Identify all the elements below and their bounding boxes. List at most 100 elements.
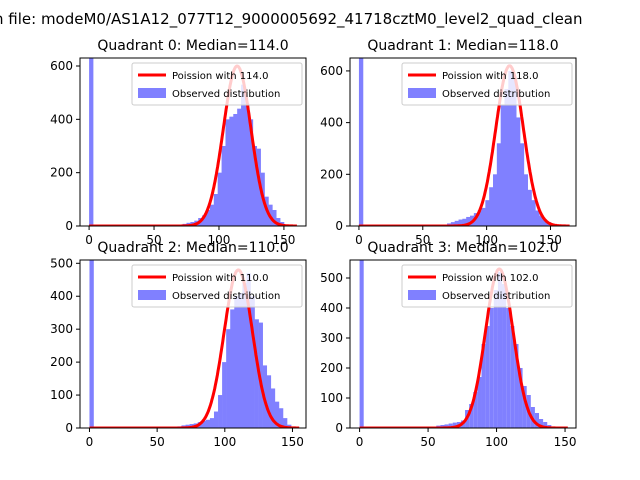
y-tick-label: 200 [320, 167, 343, 181]
histogram-bar [444, 424, 449, 428]
histogram-bar [450, 222, 456, 226]
histogram-bar [496, 143, 502, 226]
histogram-bar [270, 388, 276, 428]
histogram-bar [234, 296, 239, 428]
histogram-bar [226, 329, 231, 428]
histogram-bar [244, 103, 250, 226]
axes-frame [349, 259, 577, 429]
subplot-quadrant-1: 0 50 100 150 0 200 400 600 Quadrant 1: Median=11… [320, 38, 577, 247]
histogram-bar [543, 422, 548, 428]
histogram-bar [514, 344, 519, 428]
histogram-bar [359, 260, 364, 428]
poisson-curve [88, 268, 301, 428]
x-tick-label: 0 [85, 233, 93, 247]
axes-frame [349, 57, 577, 227]
histogram-bar [452, 422, 457, 428]
legend-box [401, 264, 573, 308]
histogram-bar [230, 309, 235, 428]
histogram-bar [518, 368, 523, 428]
histogram-bar [213, 194, 219, 226]
poisson-curve [88, 64, 298, 226]
histogram-bar [527, 189, 532, 226]
histogram-bar [512, 76, 517, 226]
histogram-bar [217, 172, 222, 226]
legend-box [131, 62, 303, 106]
histogram-bar [489, 187, 494, 226]
histogram-bar [237, 108, 242, 226]
histogram-bar [221, 146, 226, 226]
histogram-bar [523, 174, 528, 226]
x-tick-label: 0 [86, 435, 94, 449]
histogram-bar [256, 148, 261, 226]
subplot-title: Quadrant 2: Median=110.0 [97, 240, 288, 256]
legend-observed-label: Observed distribution [442, 291, 550, 302]
x-tick-label: 150 [554, 435, 577, 449]
legend-box [131, 264, 303, 308]
histogram-bar [205, 419, 211, 428]
histogram-bar [502, 284, 507, 428]
histogram-bar [481, 344, 486, 428]
histogram-bar [531, 200, 536, 226]
y-tick-label: 500 [320, 271, 343, 285]
y-tick-label: 300 [320, 331, 343, 345]
y-tick-label: 600 [50, 59, 73, 73]
legend-poisson-label: Poission with 110.0 [172, 273, 268, 284]
observed-histogram [358, 58, 563, 226]
histogram-bar [504, 89, 509, 226]
x-tick-label: 50 [149, 435, 164, 449]
x-tick-label: 100 [208, 233, 231, 247]
legend-poisson-label: Poission with 114.0 [172, 71, 268, 82]
histogram-bar [510, 326, 515, 428]
histogram-bar [454, 220, 460, 226]
x-tick-label: 150 [281, 435, 304, 449]
histogram-bar [242, 283, 247, 428]
histogram-bar [252, 146, 258, 226]
legend-observed-swatch [138, 88, 166, 98]
legend: Poission with 118.0 Observed distribution [401, 62, 573, 106]
x-tick-label: 50 [415, 233, 430, 247]
y-tick-label: 0 [335, 421, 343, 435]
histogram-bar [485, 326, 490, 428]
legend-observed-swatch [138, 290, 166, 300]
histogram-bar [515, 117, 521, 226]
legend-box [401, 62, 573, 106]
y-tick-label: 400 [320, 301, 343, 315]
x-tick-label: 50 [420, 435, 435, 449]
histogram-bar [539, 419, 544, 428]
histogram-bar [497, 272, 503, 428]
histogram-bar [218, 395, 223, 428]
histogram-bar [522, 386, 527, 428]
x-tick-label: 100 [213, 435, 236, 449]
histogram-bar [473, 392, 478, 428]
figure-title: n file: modeM0/AS1A12_077T12_9000005692_… [0, 10, 583, 29]
histogram-bar [493, 174, 498, 226]
histogram-bar [493, 290, 498, 428]
poisson-curve [358, 64, 571, 226]
histogram-bar [89, 58, 94, 226]
subplot-title: Quadrant 0: Median=114.0 [97, 38, 288, 54]
y-tick-label: 400 [320, 116, 343, 130]
legend-observed-label: Observed distribution [172, 89, 280, 100]
histogram-bar [469, 404, 474, 428]
x-tick-label: 50 [146, 233, 161, 247]
subplot-title: Quadrant 3: Median=102.0 [367, 240, 558, 256]
histogram-bar [485, 200, 490, 226]
axes-frame [79, 57, 307, 227]
histogram-bar [358, 58, 364, 226]
histogram-bar [481, 207, 486, 226]
histogram-bar [282, 418, 288, 428]
histogram-bar [534, 413, 540, 428]
histogram-bar [201, 420, 207, 428]
histogram-bar [246, 273, 251, 428]
histogram-bar [213, 411, 219, 428]
subplot-title: Quadrant 1: Median=118.0 [367, 38, 558, 54]
legend: Poission with 114.0 Observed distribution [131, 62, 303, 106]
legend-observed-label: Observed distribution [172, 291, 280, 302]
x-tick-label: 100 [475, 233, 498, 247]
histogram-bar [538, 215, 544, 226]
histogram-bar [238, 292, 243, 428]
histogram-bar [458, 219, 463, 226]
histogram-bar [508, 70, 513, 226]
histogram-bar [489, 308, 494, 428]
